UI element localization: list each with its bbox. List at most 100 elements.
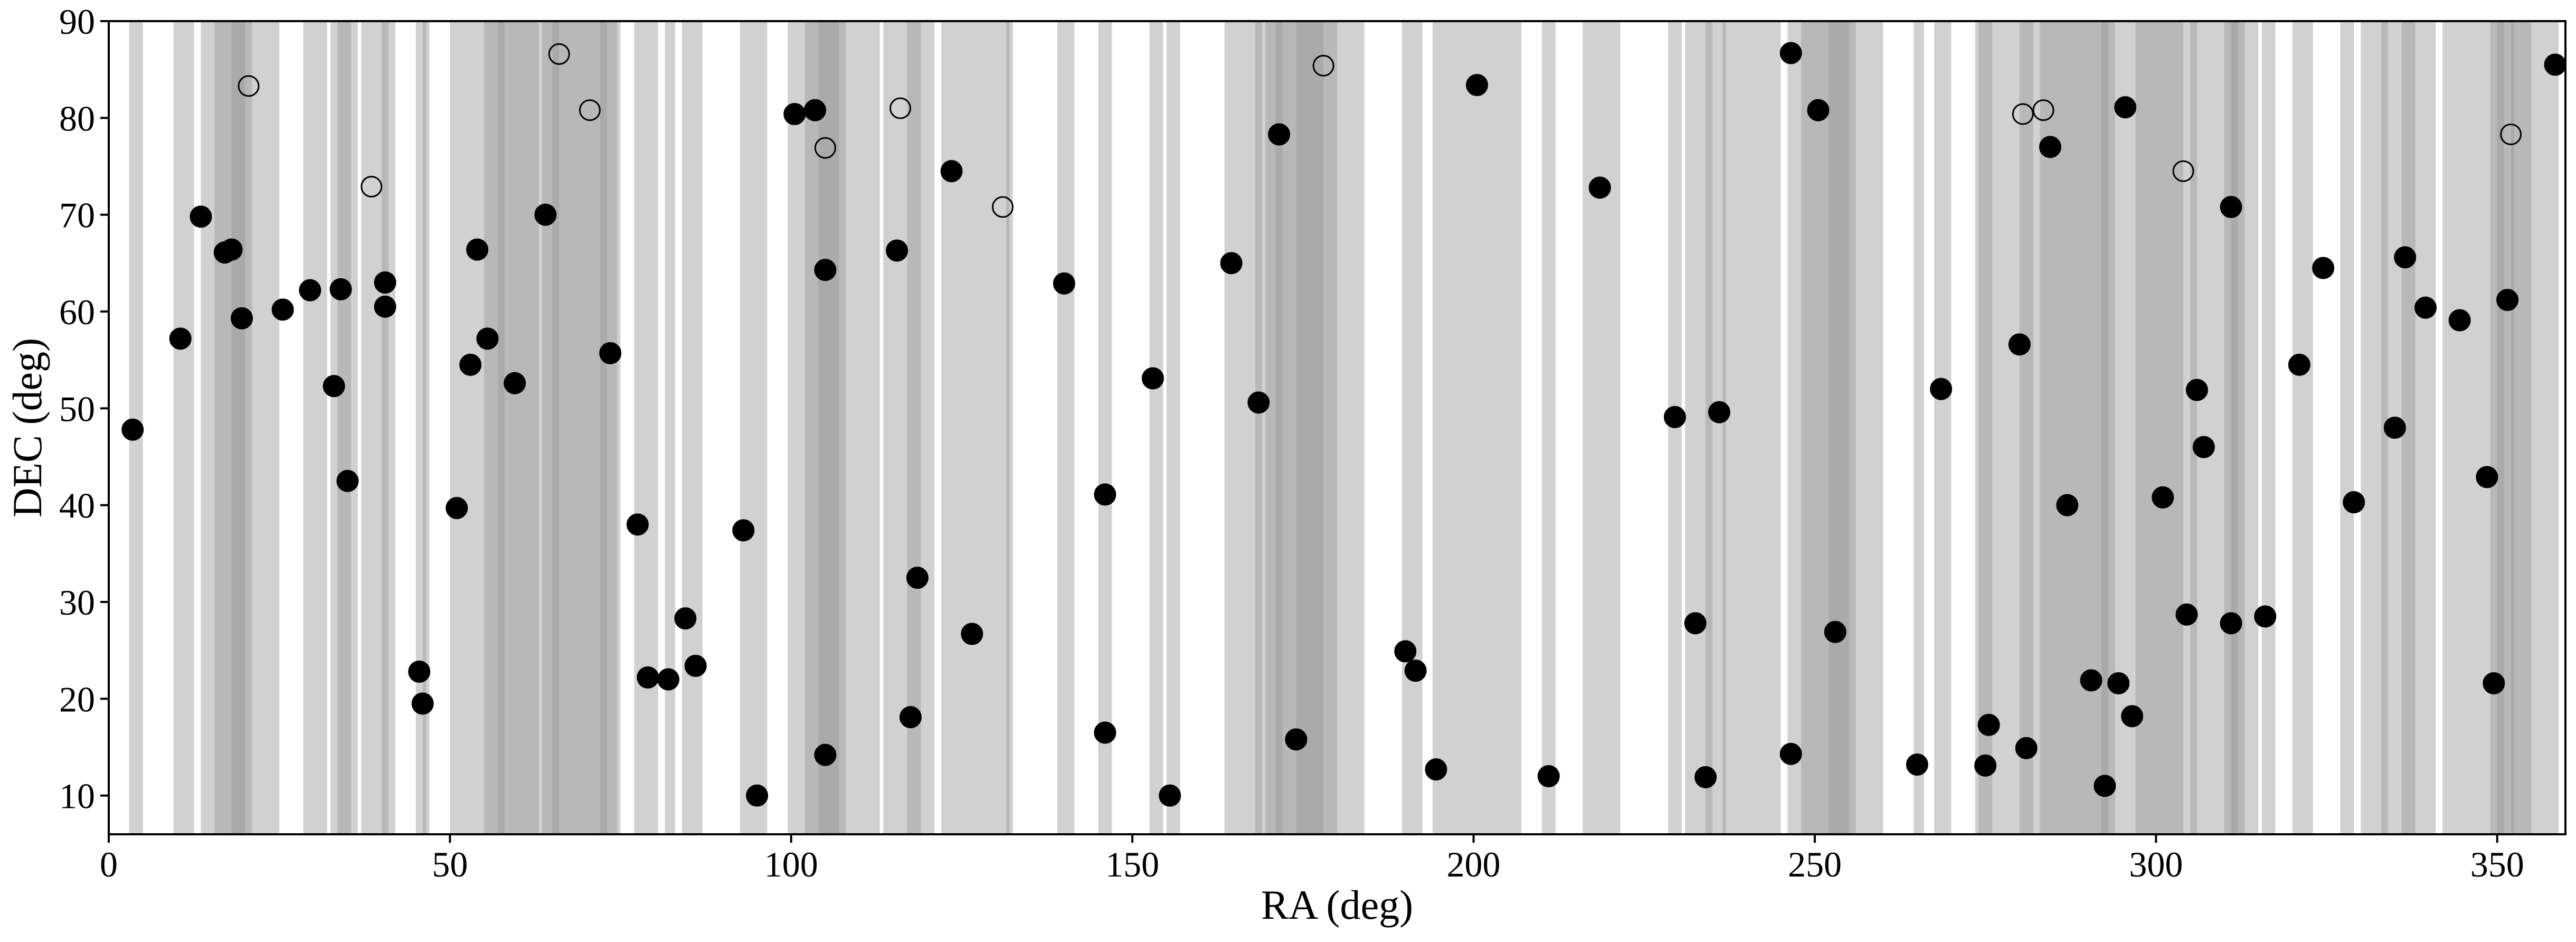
filled-point: [1094, 721, 1116, 744]
ra-band: [1401, 21, 1423, 834]
filled-point: [323, 375, 345, 398]
filled-point: [899, 706, 922, 729]
filled-point: [2080, 669, 2103, 692]
filled-point: [220, 238, 243, 261]
filled-point: [1141, 367, 1164, 390]
filled-point: [1466, 74, 1489, 96]
open-point: [361, 176, 383, 197]
open-point: [2032, 99, 2054, 121]
filled-point: [2107, 672, 2130, 694]
filled-point: [504, 372, 526, 394]
filled-point: [476, 327, 499, 350]
x-tick-label: 200: [1447, 844, 1501, 884]
ra-band: [231, 21, 280, 834]
filled-point: [336, 469, 359, 492]
ra-band: [532, 21, 560, 834]
filled-point: [1159, 784, 1181, 807]
ra-band: [1722, 21, 1733, 834]
filled-point: [466, 238, 489, 261]
ra-band: [2135, 21, 2184, 834]
open-point: [814, 137, 836, 159]
open-point: [548, 43, 570, 65]
plot-frame: [108, 20, 2566, 835]
ra-band: [1296, 21, 1337, 834]
filled-point: [374, 295, 396, 318]
filled-point: [1268, 123, 1291, 146]
ra-band: [173, 21, 194, 834]
filled-point: [1974, 754, 1997, 777]
filled-point: [2496, 289, 2519, 311]
filled-point: [2414, 296, 2437, 319]
filled-point: [411, 692, 434, 715]
open-point: [238, 75, 260, 97]
filled-point: [940, 160, 963, 183]
ra-band: [2156, 21, 2197, 834]
ra-band: [2463, 21, 2484, 834]
filled-point: [2220, 612, 2242, 635]
ra-band: [695, 21, 703, 834]
ra-band: [337, 21, 351, 834]
ra-band: [1695, 21, 1713, 834]
ra-band: [382, 21, 395, 834]
ra-band: [2210, 21, 2259, 834]
ra-band: [2340, 21, 2354, 834]
filled-point: [2544, 53, 2566, 76]
ra-band: [1265, 21, 1324, 834]
ra-band: [201, 21, 245, 834]
shaded-bands: [129, 21, 2559, 834]
ra-band: [450, 21, 471, 834]
filled-point: [2192, 436, 2215, 458]
filled-point: [1977, 713, 2000, 736]
filled-point: [1094, 483, 1116, 506]
data-markers: [121, 42, 2566, 807]
filled-point: [2220, 196, 2242, 218]
ra-band: [1583, 21, 1621, 834]
filled-point: [2056, 494, 2079, 516]
filled-point: [961, 623, 983, 645]
filled-point: [459, 353, 482, 376]
ra-band: [740, 21, 757, 834]
y-tick-label: 20: [59, 679, 95, 719]
ra-band: [941, 21, 972, 834]
filled-point: [814, 259, 837, 281]
ra-band: [1006, 21, 1013, 834]
ra-band: [2231, 21, 2245, 834]
filled-point: [1708, 401, 1730, 423]
ra-band: [415, 21, 427, 834]
filled-point: [408, 661, 431, 683]
filled-point: [684, 655, 707, 677]
ra-band: [2511, 21, 2559, 834]
ra-band: [2483, 21, 2504, 834]
ra-band: [2101, 21, 2156, 834]
open-point: [889, 97, 912, 119]
ra-band: [330, 21, 358, 834]
ra-band: [1432, 21, 1446, 834]
y-tick-label: 10: [59, 776, 95, 816]
filled-point: [1247, 391, 1270, 414]
ra-band: [2190, 21, 2211, 834]
y-axis-title: DEC (deg): [4, 338, 50, 517]
open-point: [579, 99, 601, 121]
y-tick-label: 50: [59, 389, 95, 429]
filled-point: [329, 278, 352, 300]
x-tick-label: 100: [764, 844, 818, 884]
filled-point: [2008, 333, 2031, 356]
filled-point: [2394, 246, 2417, 269]
filled-point: [906, 567, 929, 589]
filled-point: [2185, 379, 2208, 401]
ra-band: [2005, 21, 2033, 834]
ra-band: [757, 21, 768, 834]
ra-band: [1224, 21, 1248, 834]
filled-point: [2114, 96, 2137, 119]
ra-band: [1706, 21, 1726, 834]
ra-band: [2261, 21, 2276, 834]
filled-point: [446, 497, 468, 520]
filled-point: [1537, 765, 1560, 787]
ra-band: [2442, 21, 2464, 834]
open-point: [2500, 124, 2522, 145]
filled-point: [1053, 272, 1075, 295]
filled-point: [637, 666, 659, 689]
ra-band: [1098, 21, 1112, 834]
filled-point: [534, 203, 557, 226]
filled-point: [1588, 176, 1611, 199]
